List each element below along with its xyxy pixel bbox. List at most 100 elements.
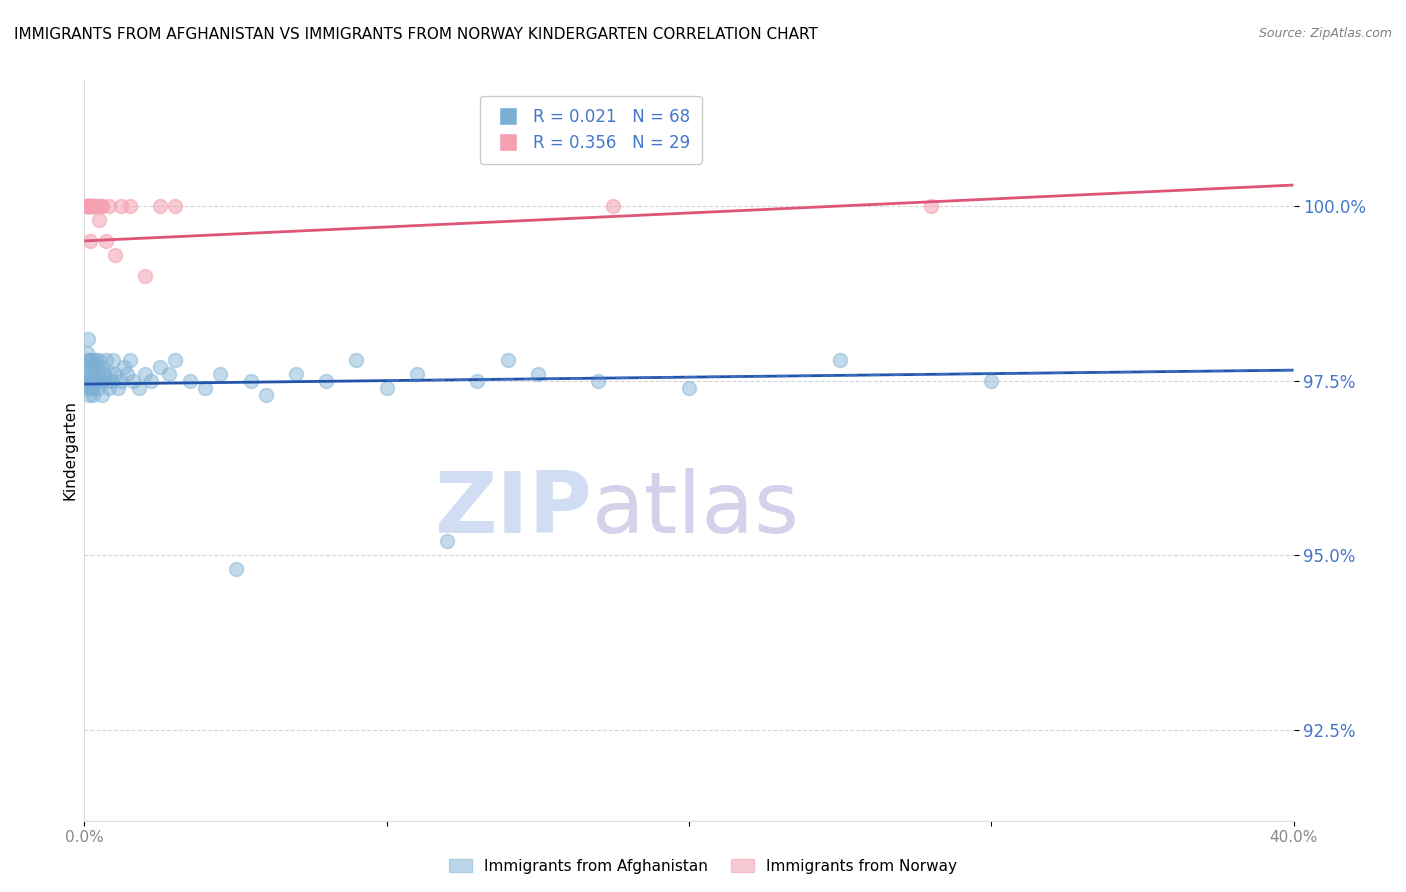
Point	[467, 374, 489, 388]
Point	[79, 374, 101, 388]
Point	[96, 374, 118, 388]
Point	[134, 367, 156, 381]
Point	[90, 374, 112, 388]
Point	[77, 367, 100, 381]
Point	[98, 367, 121, 381]
Point	[254, 387, 277, 401]
Point	[77, 367, 100, 381]
Point	[239, 374, 262, 388]
Point	[139, 374, 162, 388]
Point	[375, 381, 398, 395]
Point	[496, 352, 519, 367]
Point	[76, 199, 98, 213]
Point	[80, 352, 103, 367]
Point	[80, 367, 103, 381]
Point	[90, 387, 112, 401]
Point	[77, 199, 100, 213]
Point	[91, 199, 114, 213]
Point	[920, 199, 942, 213]
Text: ZIP: ZIP	[434, 468, 592, 551]
Legend: R = 0.021   N = 68, R = 0.356   N = 29: R = 0.021 N = 68, R = 0.356 N = 29	[479, 96, 702, 164]
Point	[76, 345, 98, 359]
Point	[115, 367, 138, 381]
Point	[97, 381, 120, 395]
Point	[285, 367, 308, 381]
Point	[209, 367, 232, 381]
Y-axis label: Kindergarten: Kindergarten	[62, 401, 77, 500]
Point	[79, 199, 101, 213]
Point	[82, 352, 104, 367]
Point	[80, 381, 103, 395]
Point	[82, 199, 104, 213]
Point	[87, 367, 110, 381]
Point	[75, 199, 97, 213]
Point	[84, 367, 107, 381]
Point	[76, 352, 98, 367]
Point	[77, 352, 100, 367]
Point	[79, 234, 101, 248]
Point	[79, 359, 101, 374]
Point	[104, 248, 127, 262]
Point	[77, 199, 100, 213]
Point	[980, 374, 1002, 388]
Point	[149, 199, 172, 213]
Legend: Immigrants from Afghanistan, Immigrants from Norway: Immigrants from Afghanistan, Immigrants …	[443, 853, 963, 880]
Point	[121, 374, 143, 388]
Text: Source: ZipAtlas.com: Source: ZipAtlas.com	[1258, 27, 1392, 40]
Point	[97, 199, 120, 213]
Point	[406, 367, 429, 381]
Point	[86, 359, 108, 374]
Point	[527, 367, 550, 381]
Point	[588, 374, 610, 388]
Point	[90, 199, 112, 213]
Point	[104, 367, 127, 381]
Point	[80, 199, 103, 213]
Point	[89, 213, 111, 227]
Point	[82, 387, 104, 401]
Point	[77, 387, 100, 401]
Point	[165, 352, 187, 367]
Point	[101, 352, 124, 367]
Point	[93, 367, 115, 381]
Point	[79, 381, 101, 395]
Point	[149, 359, 172, 374]
Point	[89, 352, 111, 367]
Point	[84, 352, 107, 367]
Point	[76, 199, 98, 213]
Point	[110, 374, 132, 388]
Point	[94, 352, 117, 367]
Point	[678, 381, 700, 395]
Point	[86, 199, 108, 213]
Point	[91, 359, 114, 374]
Text: IMMIGRANTS FROM AFGHANISTAN VS IMMIGRANTS FROM NORWAY KINDERGARTEN CORRELATION C: IMMIGRANTS FROM AFGHANISTAN VS IMMIGRANT…	[14, 27, 818, 42]
Point	[84, 199, 107, 213]
Point	[100, 374, 122, 388]
Point	[77, 332, 100, 346]
Point	[830, 352, 852, 367]
Point	[112, 359, 135, 374]
Point	[436, 534, 458, 549]
Point	[165, 199, 187, 213]
Point	[80, 199, 103, 213]
Point	[76, 381, 98, 395]
Point	[77, 199, 100, 213]
Point	[134, 268, 156, 283]
Text: atlas: atlas	[592, 468, 800, 551]
Point	[87, 199, 110, 213]
Point	[157, 367, 180, 381]
Point	[315, 374, 337, 388]
Point	[77, 199, 100, 213]
Point	[128, 381, 150, 395]
Point	[602, 199, 624, 213]
Point	[194, 381, 217, 395]
Point	[225, 562, 247, 576]
Point	[110, 199, 132, 213]
Point	[75, 374, 97, 388]
Point	[94, 234, 117, 248]
Point	[107, 381, 129, 395]
Point	[118, 352, 141, 367]
Point	[86, 374, 108, 388]
Point	[118, 199, 141, 213]
Point	[346, 352, 368, 367]
Point	[77, 374, 100, 388]
